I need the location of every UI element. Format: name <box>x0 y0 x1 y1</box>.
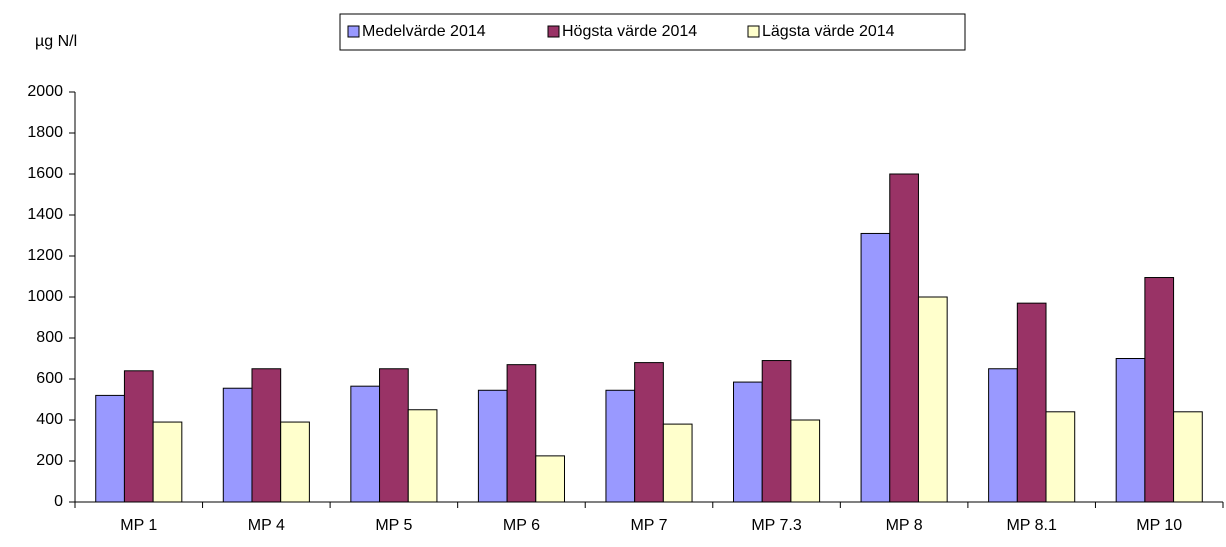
legend-label: Medelvärde 2014 <box>362 23 486 40</box>
bar <box>634 362 664 503</box>
bar <box>790 419 821 503</box>
bar <box>1016 302 1047 503</box>
y-tick-label: 800 <box>36 329 63 346</box>
bar <box>350 385 381 503</box>
bar <box>733 381 763 503</box>
legend-swatch <box>347 25 360 38</box>
bar <box>222 387 253 503</box>
bar <box>988 368 1018 503</box>
y-tick-label: 1600 <box>27 165 63 182</box>
bar <box>477 389 508 503</box>
bar <box>1144 277 1175 503</box>
bar <box>280 421 310 503</box>
bar <box>860 232 891 503</box>
legend-box <box>339 13 966 51</box>
bar <box>1115 358 1146 503</box>
x-tick-label: MP 8.1 <box>1006 517 1057 534</box>
x-tick-label: MP 10 <box>1136 517 1182 534</box>
bar <box>152 421 183 503</box>
bar <box>123 370 154 503</box>
bar <box>605 389 636 503</box>
y-axis-label: µg N/l <box>35 33 77 50</box>
y-tick-label: 1200 <box>27 247 63 264</box>
x-tick-label: MP 4 <box>248 517 285 534</box>
legend-swatch <box>547 25 560 38</box>
x-tick-label: MP 1 <box>120 517 157 534</box>
bar <box>407 409 438 503</box>
y-tick-label: 2000 <box>27 83 63 100</box>
y-tick-label: 400 <box>36 411 63 428</box>
y-tick-label: 1800 <box>27 124 63 141</box>
bar <box>761 360 792 503</box>
x-tick-label: MP 7 <box>630 517 667 534</box>
bar <box>889 173 919 503</box>
y-tick-label: 0 <box>54 493 63 510</box>
bar <box>662 423 693 503</box>
x-tick-label: MP 6 <box>503 517 540 534</box>
y-tick-label: 1400 <box>27 206 63 223</box>
bar <box>379 368 409 503</box>
y-tick-label: 600 <box>36 370 63 387</box>
x-tick-label: MP 5 <box>375 517 412 534</box>
legend-swatch <box>747 25 760 38</box>
y-tick-label: 1000 <box>27 288 63 305</box>
x-tick-label: MP 7.3 <box>751 517 802 534</box>
bar <box>1173 411 1203 503</box>
bar <box>251 368 282 503</box>
bar <box>917 296 948 503</box>
legend-label: Högsta värde 2014 <box>562 23 697 40</box>
y-tick-label: 200 <box>36 452 63 469</box>
bar <box>95 394 125 503</box>
bar <box>535 455 565 503</box>
bar <box>506 364 537 503</box>
x-tick-label: MP 8 <box>886 517 923 534</box>
bar <box>1045 411 1076 503</box>
legend-label: Lägsta värde 2014 <box>762 23 895 40</box>
